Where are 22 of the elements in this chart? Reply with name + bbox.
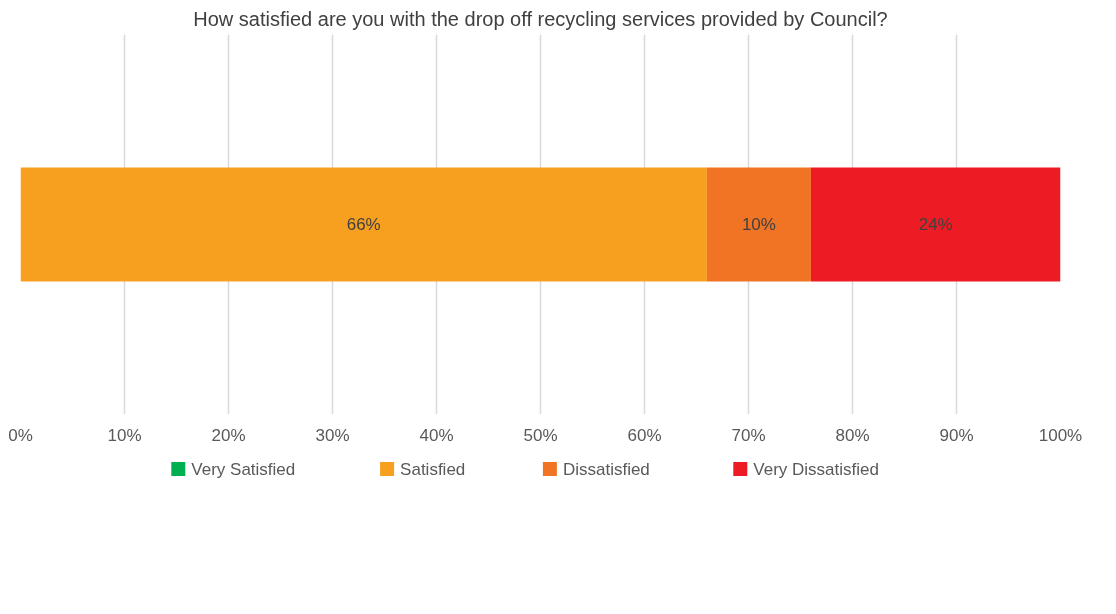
chart-title: How satisfied are you with the drop off recycling services provided by Council? — [193, 7, 888, 30]
x-tick-label: 30% — [315, 425, 350, 445]
x-tick-label: 50% — [523, 425, 558, 445]
bar — [20, 167, 707, 282]
bar — [810, 167, 1061, 282]
legend-label: Very Satisfied — [191, 460, 296, 479]
data-label: 24% — [918, 215, 953, 234]
x-tick-label: 10% — [107, 425, 142, 445]
x-tick-label: 90% — [939, 425, 974, 445]
x-tick-label: 80% — [835, 425, 870, 445]
x-tick-label: 70% — [731, 425, 766, 445]
legend-label: Dissatisfied — [562, 460, 650, 479]
x-tick-label: 100% — [1038, 425, 1083, 445]
bar — [706, 167, 811, 282]
x-tick-label: 60% — [627, 425, 662, 445]
x-tick-label: 0% — [8, 425, 33, 445]
x-tick-label: 40% — [419, 425, 454, 445]
data-label: 10% — [741, 215, 776, 234]
legend-label: Satisfied — [400, 460, 466, 479]
legend-label: Very Dissatisfied — [753, 460, 879, 479]
x-tick-label: 20% — [211, 425, 246, 445]
data-label: 66% — [346, 215, 381, 234]
